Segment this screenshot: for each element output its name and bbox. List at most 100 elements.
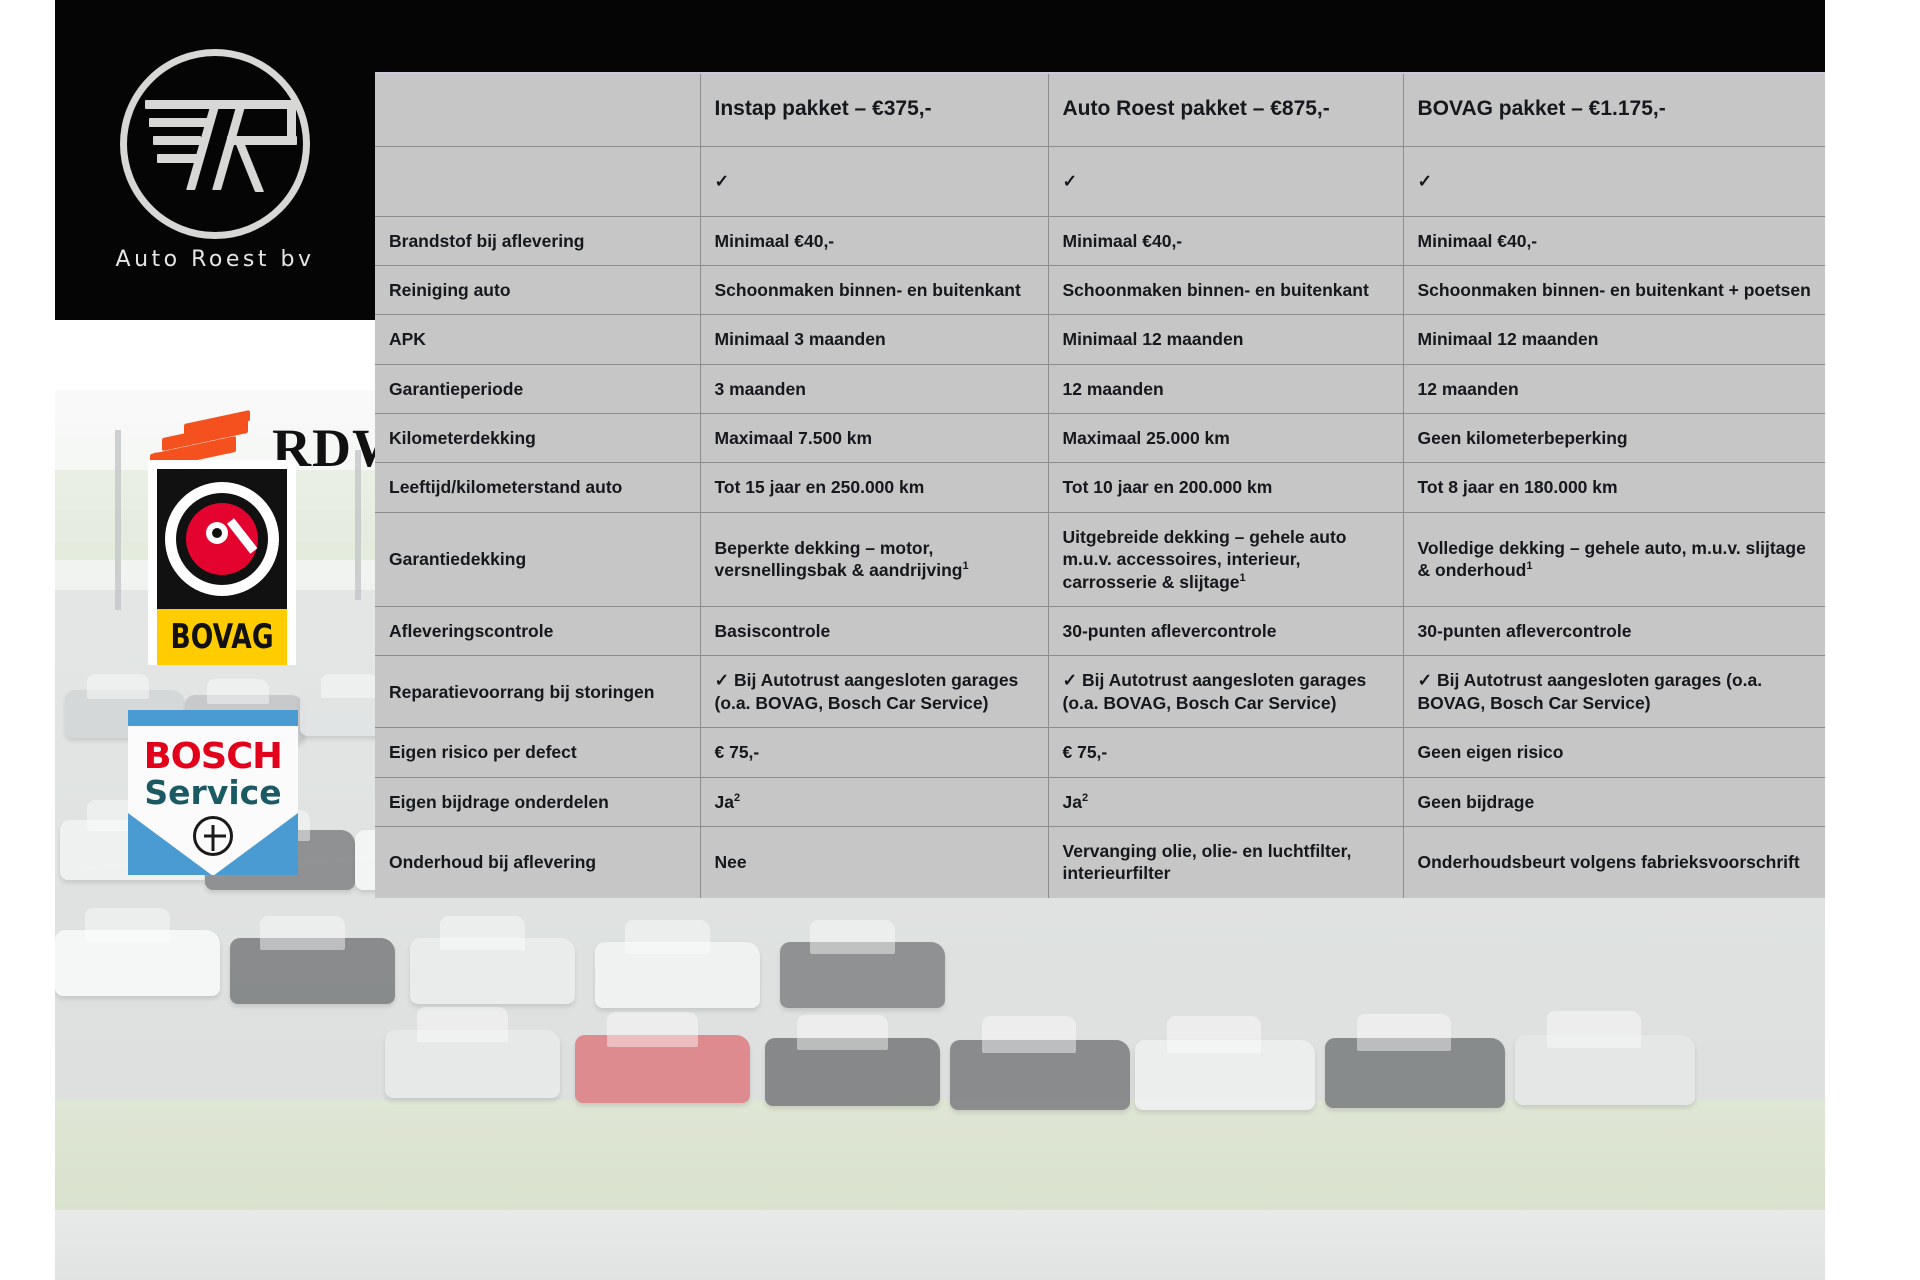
photo-grass-bottom	[55, 1100, 1825, 1220]
row-label: Reiniging auto	[375, 265, 701, 316]
brand-logo-text: Auto Roest bv	[115, 246, 315, 272]
row-cell: Schoonmaken binnen- en buitenkant	[1048, 265, 1404, 316]
bosch-label: BOSCH	[143, 736, 283, 777]
table-row: ✓ ✓ ✓	[375, 146, 1825, 217]
left-white-margin	[0, 0, 55, 1280]
row-cell: ✓	[1048, 146, 1404, 217]
row-cell: Schoonmaken binnen- en buitenkant	[700, 265, 1049, 316]
row-cell: Tot 15 jaar en 250.000 km	[700, 462, 1049, 513]
row-cell: Schoonmaken binnen- en buitenkant + poet…	[1403, 265, 1825, 316]
row-cell: € 75,-	[700, 727, 1049, 778]
row-label: Leeftijd/kilometerstand auto	[375, 462, 701, 513]
row-cell: Minimaal €40,-	[700, 216, 1049, 266]
row-label: Eigen risico per defect	[375, 727, 701, 778]
row-cell: 12 maanden	[1048, 364, 1404, 415]
photo-car	[55, 907, 220, 996]
photo-pole	[355, 450, 361, 600]
table-row: APK Minimaal 3 maanden Minimaal 12 maanden…	[375, 314, 1825, 365]
row-cell: ✓ Bij Autotrust aangesloten garages (o.a…	[1048, 655, 1404, 729]
row-cell: 30-punten aflevercontrole	[1403, 606, 1825, 657]
bosch-service-badge: BOSCH Service	[128, 710, 298, 875]
row-label: Kilometerdekking	[375, 413, 701, 464]
photo-car	[1135, 1016, 1315, 1110]
photo-car	[950, 1016, 1130, 1110]
row-cell: ✓	[1403, 146, 1825, 217]
row-cell: Vervanging olie, olie- en luchtfilter, i…	[1048, 826, 1404, 898]
photo-pole	[115, 430, 121, 610]
row-cell: Maximaal 25.000 km	[1048, 413, 1404, 464]
row-label	[375, 146, 701, 217]
photo-car	[575, 1011, 750, 1103]
row-label: APK	[375, 314, 701, 365]
table-header-row: Instap pakket – €375,- Auto Roest pakket…	[375, 74, 1825, 147]
row-cell: Nee	[700, 826, 1049, 898]
row-cell: Geen bijdrage	[1403, 777, 1825, 827]
photo-car	[1325, 1014, 1505, 1108]
table-row: Kilometerdekking Maximaal 7.500 km Maximaa…	[375, 413, 1825, 464]
photo-car	[385, 1006, 560, 1098]
photo-car	[230, 915, 395, 1004]
row-cell: Tot 10 jaar en 200.000 km	[1048, 462, 1404, 513]
row-cell: Minimaal 12 maanden	[1403, 314, 1825, 365]
row-cell: Minimaal €40,-	[1048, 216, 1404, 266]
package-comparison-table: Instap pakket – €375,- Auto Roest pakket…	[375, 72, 1825, 898]
brand-logo-panel: Auto Roest bv	[55, 0, 375, 320]
table-row: Brandstof bij aflevering Minimaal €40,- Mi…	[375, 216, 1825, 266]
row-cell: 12 maanden	[1403, 364, 1825, 415]
column-header-instap: Instap pakket – €375,-	[700, 74, 1049, 147]
row-label: Onderhoud bij aflevering	[375, 826, 701, 898]
row-label: Eigen bijdrage onderdelen	[375, 777, 701, 827]
row-label: Brandstof bij aflevering	[375, 216, 701, 266]
row-cell: Minimaal €40,-	[1403, 216, 1825, 266]
bovag-badge: BOVAG	[148, 460, 296, 665]
bosch-service-label: Service	[144, 773, 282, 812]
table-body: ✓ ✓ ✓ Brandstof bij aflevering Minimaal €40,…	[375, 146, 1825, 898]
row-cell: Maximaal 7.500 km	[700, 413, 1049, 464]
row-cell: Basiscontrole	[700, 606, 1049, 657]
right-white-margin	[1825, 0, 1920, 1280]
photo-car	[765, 1014, 940, 1106]
bovag-label: BOVAG	[170, 617, 274, 657]
row-cell: ✓ Bij Autotrust aangesloten garages (o.a…	[1403, 655, 1825, 729]
row-cell: Uitgebreide dekking – gehele auto m.u.v.…	[1048, 512, 1404, 608]
auto-roest-logo-icon	[120, 48, 310, 239]
photo-car	[410, 915, 575, 1004]
row-cell: Geen kilometerbeperking	[1403, 413, 1825, 464]
table-row: Garantiedekking Beperkte dekking – motor,…	[375, 512, 1825, 608]
row-cell: ✓	[700, 146, 1049, 217]
table-row: Leeftijd/kilometerstand auto Tot 15 jaar …	[375, 462, 1825, 513]
row-cell: Ja2	[1048, 777, 1404, 827]
column-header-auto-roest: Auto Roest pakket – €875,-	[1048, 74, 1404, 147]
column-header-feature	[375, 74, 701, 147]
photo-car	[780, 919, 945, 1008]
table-row: Reiniging auto Schoonmaken binnen- en bui…	[375, 265, 1825, 316]
row-cell: Minimaal 12 maanden	[1048, 314, 1404, 365]
photo-car	[595, 919, 760, 1008]
photo-road	[55, 1210, 1825, 1280]
row-cell: Tot 8 jaar en 180.000 km	[1403, 462, 1825, 513]
table-row: Onderhoud bij aflevering Nee Vervanging ol…	[375, 826, 1825, 898]
bovag-label-band: BOVAG	[157, 609, 287, 665]
row-label: Garantieperiode	[375, 364, 701, 415]
column-header-bovag: BOVAG pakket – €1.175,-	[1403, 74, 1825, 147]
row-cell: Ja2	[700, 777, 1049, 827]
table-row: Eigen risico per defect € 75,- € 75,- Geen …	[375, 727, 1825, 778]
table-row: Afleveringscontrole Basiscontrole 30-punte…	[375, 606, 1825, 657]
row-label: Garantiedekking	[375, 512, 701, 608]
table-row: Eigen bijdrage onderdelen Ja2 Ja2 Geen bijd…	[375, 777, 1825, 827]
row-label: Reparatievoorrang bij storingen	[375, 655, 701, 729]
row-cell: Beperkte dekking – motor, versnellingsba…	[700, 512, 1049, 608]
row-cell: Volledige dekking – gehele auto, m.u.v. …	[1403, 512, 1825, 608]
row-label: Afleveringscontrole	[375, 606, 701, 657]
row-cell: Onderhoudsbeurt volgens fabrieksvoorschr…	[1417, 852, 1800, 873]
row-cell: ✓ Bij Autotrust aangesloten garages (o.a…	[700, 655, 1049, 729]
row-cell: € 75,-	[1048, 727, 1404, 778]
bosch-armature-icon	[193, 816, 233, 856]
photo-car	[1515, 1011, 1695, 1105]
table-row: Reparatievoorrang bij storingen ✓ Bij Aut…	[375, 655, 1825, 729]
row-cell: 30-punten aflevercontrole	[1048, 606, 1404, 657]
row-cell: Minimaal 3 maanden	[700, 314, 1049, 365]
row-cell: 3 maanden	[700, 364, 1049, 415]
table-row: Garantieperiode 3 maanden 12 maanden 12 maa…	[375, 364, 1825, 415]
